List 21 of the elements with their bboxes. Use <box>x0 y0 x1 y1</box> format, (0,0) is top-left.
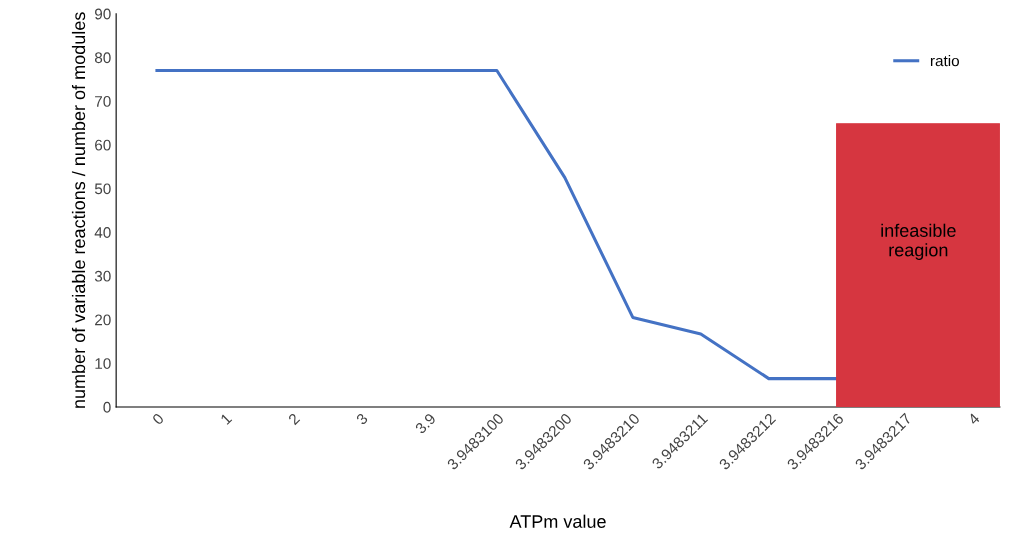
y-tick-label: 10 <box>95 358 111 369</box>
y-tick-label: 40 <box>94 227 111 238</box>
y-tick-label: 90 <box>95 8 111 20</box>
x-tick-label: 1 <box>220 412 233 425</box>
x-tick-label: 3.9 <box>414 412 437 435</box>
y-tick-label: 80 <box>94 52 111 64</box>
line-series <box>155 69 839 381</box>
x-axis-title: ATPm value <box>509 514 606 528</box>
x-tick-label: 3 <box>355 412 369 426</box>
y-tick-label: 60 <box>95 139 111 151</box>
y-tick-label: 0 <box>103 401 111 413</box>
y-tick-label: 20 <box>95 314 111 326</box>
legend-label: ratio <box>930 55 959 67</box>
y-axis-title: number of variable reactions / number of modules <box>71 12 86 408</box>
y-tick-label: 50 <box>94 183 111 195</box>
y-tick-label: 70 <box>95 96 111 107</box>
x-tick-label: 0 <box>151 412 165 426</box>
x-tick-label: 2 <box>287 412 301 426</box>
x-tick-label: 4 <box>967 412 981 426</box>
band-label: infeasible reagion <box>881 223 956 260</box>
y-tick-label: 30 <box>94 270 111 282</box>
